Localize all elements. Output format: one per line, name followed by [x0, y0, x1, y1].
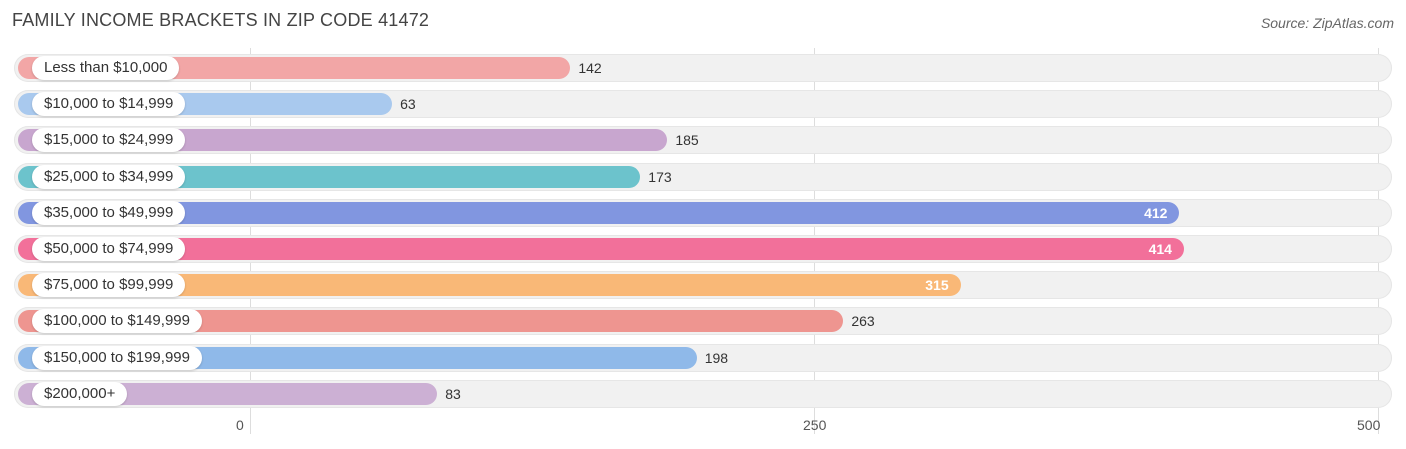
- bar: [18, 238, 1184, 260]
- value-label: 315: [925, 277, 949, 294]
- category-label: $15,000 to $24,999: [32, 128, 186, 153]
- value-label: 412: [1144, 204, 1168, 221]
- value-label: 185: [675, 132, 699, 149]
- category-label: $10,000 to $14,999: [32, 92, 186, 117]
- bar: [18, 274, 961, 297]
- category-label: $200,000+: [32, 381, 128, 406]
- category-label: $100,000 to $149,999: [32, 309, 202, 334]
- category-label: $50,000 to $74,999: [32, 237, 186, 261]
- value-label: 142: [578, 60, 602, 76]
- x-tick-label: 500: [1357, 417, 1381, 433]
- value-label: 198: [704, 349, 729, 366]
- category-label: $75,000 to $99,999: [32, 273, 186, 298]
- source-note: Source: ZipAtlas.com: [1260, 15, 1394, 31]
- value-label: 414: [1148, 241, 1172, 257]
- category-label: $25,000 to $34,999: [32, 164, 186, 189]
- category-label: Less than $10,000: [32, 56, 180, 80]
- x-tick-label: 0: [236, 417, 244, 433]
- value-label: 173: [648, 168, 672, 185]
- value-label: 83: [445, 385, 461, 402]
- category-label: $35,000 to $49,999: [32, 200, 186, 225]
- value-label: 263: [851, 313, 875, 330]
- value-label: 63: [400, 96, 416, 113]
- x-tick-label: 250: [803, 417, 827, 433]
- chart-title: FAMILY INCOME BRACKETS IN ZIP CODE 41472: [12, 10, 430, 30]
- category-label: $150,000 to $199,999: [32, 345, 202, 370]
- bar: [18, 310, 844, 333]
- bar: [18, 201, 1180, 224]
